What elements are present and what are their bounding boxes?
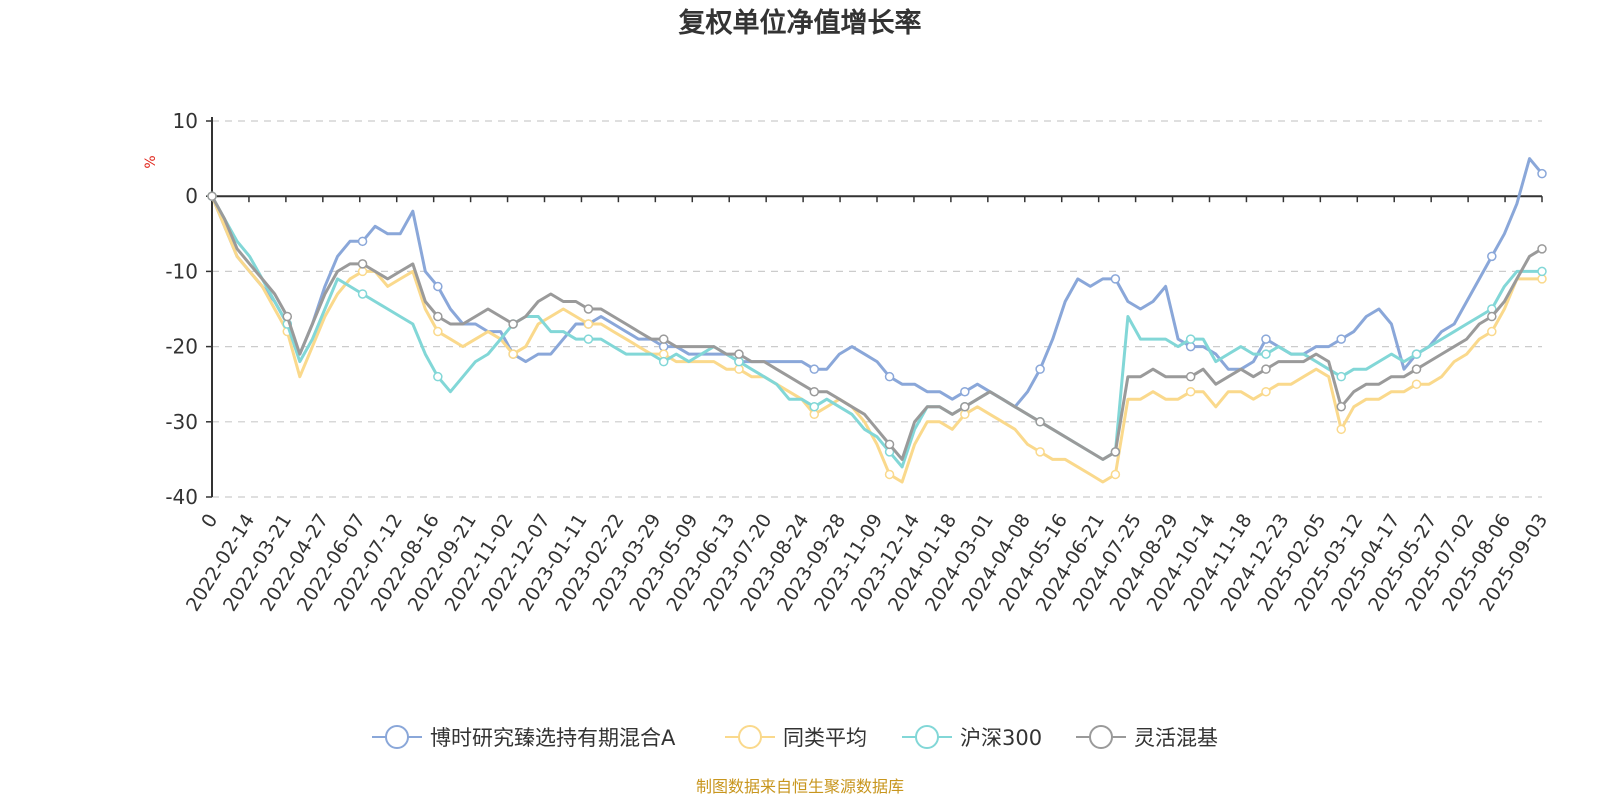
y-tick-label: 10 bbox=[173, 109, 198, 133]
series-point bbox=[960, 386, 970, 397]
series-point bbox=[1487, 326, 1497, 337]
series-point bbox=[1487, 251, 1497, 262]
series-point bbox=[433, 281, 443, 292]
legend-marker-icon bbox=[385, 725, 409, 749]
series-point bbox=[1035, 364, 1045, 374]
y-tick-label: -10 bbox=[165, 259, 198, 283]
x-tick-label: 0 bbox=[197, 510, 222, 532]
series-line-1 bbox=[210, 157, 1544, 409]
legend-item-1[interactable]: 博时研究臻选持有期混合A bbox=[372, 725, 676, 750]
series-point bbox=[1261, 349, 1271, 359]
series-line-4 bbox=[210, 195, 1543, 461]
y-tick-label: -30 bbox=[165, 410, 198, 434]
series-point bbox=[583, 334, 594, 344]
series-point bbox=[809, 364, 820, 374]
series-point bbox=[1537, 168, 1547, 179]
series-point bbox=[357, 236, 368, 247]
legend-label: 同类平均 bbox=[783, 726, 867, 750]
legend-label: 灵活混基 bbox=[1134, 726, 1218, 750]
series-point bbox=[1411, 349, 1422, 359]
x-axis-ticks: 02022-02-142022-03-212022-04-272022-06-0… bbox=[182, 196, 1552, 615]
legend-item-4[interactable]: 灵活混基 bbox=[1076, 725, 1218, 750]
series-point bbox=[1185, 386, 1196, 397]
legend-label: 沪深300 bbox=[960, 726, 1042, 750]
series-point bbox=[884, 439, 895, 450]
series-point bbox=[357, 259, 368, 269]
series-point bbox=[658, 356, 669, 367]
axes bbox=[211, 117, 1542, 497]
y-axis-unit: % bbox=[143, 155, 159, 168]
series-lines bbox=[207, 157, 1547, 484]
series-point bbox=[1336, 371, 1346, 382]
series-point bbox=[1411, 364, 1422, 374]
series-point bbox=[357, 289, 368, 299]
series-point bbox=[1537, 266, 1547, 277]
data-source-note: 制图数据来自恒生聚源数据库 bbox=[696, 777, 904, 796]
grid-lines bbox=[212, 120, 1542, 498]
series-point bbox=[1110, 469, 1121, 480]
series-point bbox=[1035, 447, 1045, 457]
series-point bbox=[433, 311, 443, 322]
series-point bbox=[1261, 364, 1271, 374]
series-point bbox=[1336, 402, 1346, 412]
series-point bbox=[884, 371, 895, 382]
legend-marker-icon bbox=[915, 725, 939, 749]
series-point bbox=[1261, 386, 1271, 397]
series-point bbox=[658, 334, 669, 344]
series-point bbox=[508, 349, 518, 359]
y-axis-ticks: 10 0 -10 -20 -30 -40 bbox=[165, 109, 212, 509]
series-point bbox=[508, 319, 518, 329]
series-point bbox=[1336, 424, 1346, 435]
series-point bbox=[282, 311, 293, 322]
y-tick-label: -40 bbox=[165, 485, 198, 509]
series-point bbox=[1110, 274, 1121, 284]
series-point bbox=[884, 469, 895, 480]
legend-label: 博时研究臻选持有期混合A bbox=[430, 726, 676, 750]
series-point bbox=[207, 191, 217, 201]
series-point bbox=[433, 371, 443, 382]
legend-item-3[interactable]: 沪深300 bbox=[902, 725, 1042, 750]
series-point bbox=[1035, 417, 1045, 427]
series-line-3 bbox=[210, 195, 1542, 469]
legend-item-2[interactable]: 同类平均 bbox=[725, 725, 867, 750]
series-point bbox=[1411, 379, 1422, 389]
series-point bbox=[1336, 334, 1346, 344]
series-point bbox=[809, 386, 820, 397]
series-point bbox=[1487, 311, 1497, 322]
legend-marker-icon bbox=[738, 725, 762, 749]
legend-marker-icon bbox=[1089, 725, 1113, 749]
y-tick-label: 0 bbox=[185, 184, 198, 208]
series-point bbox=[433, 326, 443, 337]
series-point bbox=[960, 402, 970, 412]
series-point bbox=[1537, 244, 1547, 254]
chart-title: 复权单位净值增长率 bbox=[679, 7, 922, 39]
legend[interactable]: 博时研究臻选持有期混合A 同类平均 沪深300 灵活混基 bbox=[372, 725, 1218, 750]
series-point bbox=[1185, 334, 1196, 344]
series-point bbox=[583, 319, 594, 329]
series-point bbox=[734, 349, 744, 359]
series-point bbox=[809, 402, 820, 412]
series-point bbox=[1110, 447, 1121, 457]
series-point bbox=[1261, 334, 1271, 344]
series-line-2 bbox=[210, 195, 1542, 484]
y-tick-label: -20 bbox=[165, 335, 198, 359]
series-point bbox=[583, 304, 594, 314]
series-point bbox=[1185, 371, 1196, 382]
